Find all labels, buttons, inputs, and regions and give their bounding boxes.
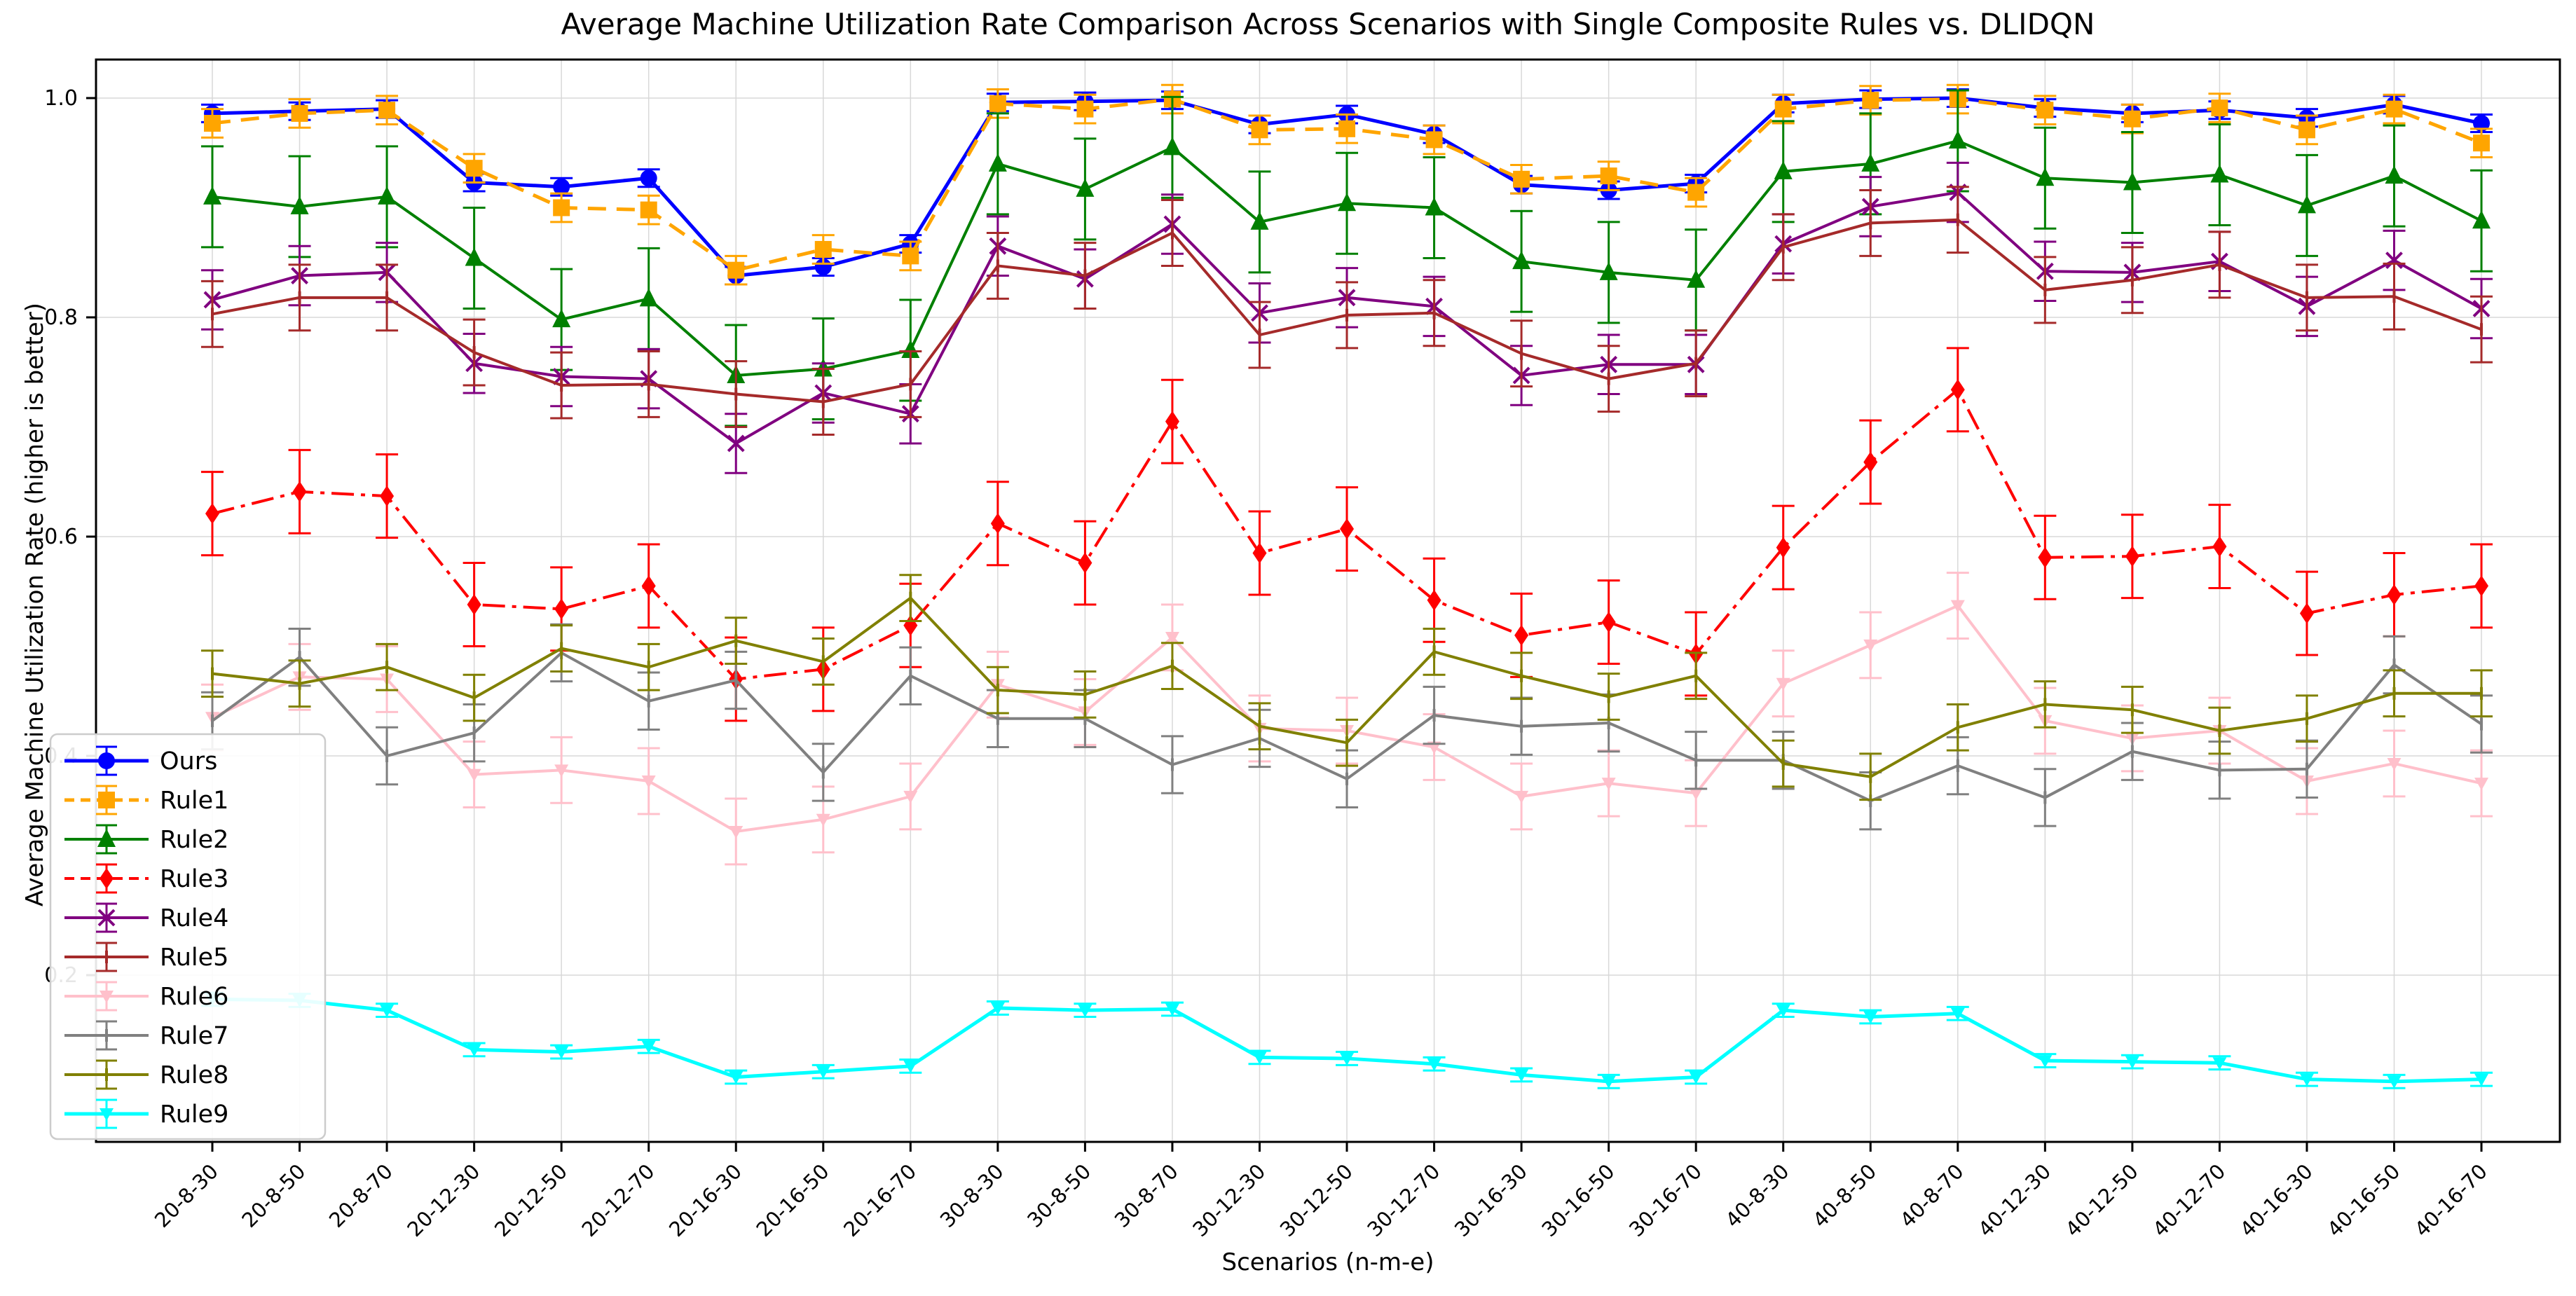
- legend-label: Rule8: [160, 1061, 228, 1089]
- x-tick-label: 30-16-70: [1624, 1159, 1706, 1241]
- x-tick-label: 40-16-30: [2235, 1159, 2317, 1241]
- x-tick-label: 40-12-50: [2061, 1159, 2143, 1241]
- legend-item-rule4: Rule4: [64, 902, 228, 933]
- x-tick-label: 20-16-50: [752, 1159, 834, 1241]
- legend-label: Rule5: [160, 944, 228, 972]
- series-rule5: [201, 186, 2493, 436]
- x-tick-label: 30-8-50: [1022, 1159, 1095, 1232]
- y-tick-label: 0.8: [44, 305, 78, 330]
- legend-label: Rule7: [160, 1022, 228, 1050]
- x-tick-label: 20-12-50: [490, 1159, 572, 1241]
- legend-label: Rule9: [160, 1101, 228, 1129]
- x-tick-label: 40-8-30: [1721, 1159, 1794, 1232]
- legend-label: Ours: [160, 747, 217, 775]
- x-tick-label: 30-8-30: [936, 1159, 1008, 1232]
- legend-label: Rule4: [160, 904, 228, 932]
- x-tick-label: 40-12-70: [2148, 1159, 2230, 1241]
- plot-border: [95, 58, 2561, 1143]
- x-tick-label: 30-12-50: [1275, 1159, 1357, 1241]
- legend-item-rule1: Rule1: [64, 785, 228, 815]
- x-tick-label: 30-12-30: [1188, 1159, 1270, 1241]
- legend-item-rule6: Rule6: [64, 981, 228, 1012]
- x-tick-label: 20-16-30: [664, 1159, 746, 1241]
- legend-item-ours: Ours: [64, 745, 217, 776]
- series-rule7: [201, 623, 2493, 831]
- x-tick-label: 20-8-70: [324, 1159, 397, 1232]
- chart-title: Average Machine Utilization Rate Compari…: [561, 7, 2095, 41]
- gridlines: [96, 60, 2560, 1142]
- x-tick-label: 20-8-50: [237, 1159, 310, 1232]
- legend-item-rule9: Rule9: [64, 1098, 228, 1129]
- x-tick-label: 20-16-70: [839, 1159, 921, 1241]
- x-tick-label: 40-16-50: [2322, 1159, 2404, 1241]
- legend-item-rule7: Rule7: [64, 1020, 228, 1051]
- series-rule2: [201, 89, 2493, 427]
- x-tick-label: 40-16-70: [2410, 1159, 2492, 1241]
- legend-item-rule5: Rule5: [64, 942, 228, 972]
- x-tick-label: 30-16-30: [1450, 1159, 1532, 1241]
- x-tick-label: 40-8-50: [1808, 1159, 1881, 1232]
- y-tick-label: 0.6: [44, 525, 78, 549]
- legend-label: Rule2: [160, 826, 228, 854]
- series-rule8: [201, 574, 2493, 801]
- x-tick-label: 20-12-70: [577, 1159, 659, 1241]
- y-axis-label: Average Machine Utilization Rate (higher…: [21, 303, 49, 906]
- x-tick-label: 20-12-30: [402, 1159, 484, 1241]
- legend-label: Rule1: [160, 787, 228, 815]
- y-tick-label: 1.0: [44, 86, 78, 111]
- x-axis-label: Scenarios (n-m-e): [1221, 1248, 1434, 1276]
- x-tick-label: 40-12-30: [1973, 1159, 2055, 1241]
- series-rule1: [201, 83, 2493, 286]
- series-rule3: [201, 347, 2493, 722]
- x-tick-label: 30-8-70: [1110, 1159, 1183, 1232]
- legend-item-rule2: Rule2: [64, 824, 228, 855]
- x-tick-label: 30-12-70: [1362, 1159, 1444, 1241]
- x-tick-label: 20-8-30: [150, 1159, 223, 1232]
- legend-item-rule3: Rule3: [64, 863, 228, 894]
- legend-item-rule8: Rule8: [64, 1059, 228, 1090]
- x-tick-label: 40-8-70: [1896, 1159, 1968, 1232]
- x-tick-label: 30-16-50: [1537, 1159, 1619, 1241]
- legend-label: Rule3: [160, 865, 228, 893]
- legend: Ours Rule1 Rule2 Rule3 Rule4 Rule5 Rule6 Rule7 R…: [49, 733, 327, 1140]
- legend-label: Rule6: [160, 983, 228, 1011]
